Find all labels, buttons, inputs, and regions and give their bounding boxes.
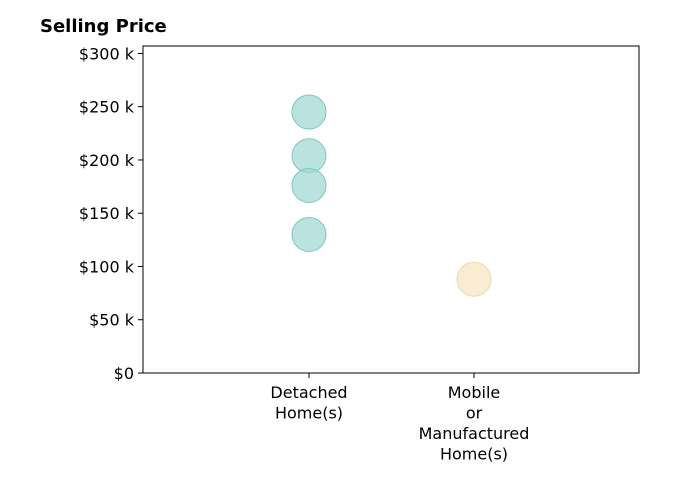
- data-point: [291, 94, 327, 130]
- x-tick-label-line: Manufactured: [419, 424, 530, 443]
- data-point: [456, 261, 492, 297]
- x-tick-label-line: or: [466, 404, 483, 423]
- data-point: [291, 168, 327, 204]
- y-tick-label: $0: [114, 364, 134, 383]
- data-point: [291, 217, 327, 253]
- data-point: [291, 138, 327, 174]
- chart-title: Selling Price: [40, 16, 167, 37]
- chart-marks: [291, 94, 492, 297]
- y-tick-label: $100 k: [79, 257, 135, 276]
- plot-area-frame: [142, 45, 640, 374]
- x-tick-label-line: Home(s): [275, 404, 343, 423]
- x-tick-label-line: Detached: [270, 383, 347, 402]
- y-tick-label: $250 k: [79, 98, 135, 117]
- x-tick-label: Detached Home(s): [270, 383, 347, 423]
- x-tick-label-line: Mobile: [448, 383, 500, 402]
- y-tick-label: $50 k: [89, 311, 135, 330]
- x-tick-label: Mobile or Manufactured Home(s): [419, 383, 530, 464]
- chart-axes: $0 $50 k $100 k $150 k $200 k $250 k $300 k Det…: [79, 44, 529, 463]
- x-tick-label-line: Home(s): [440, 445, 508, 464]
- y-tick-label: $200 k: [79, 151, 135, 170]
- y-tick-label: $300 k: [79, 44, 135, 63]
- y-tick-label: $150 k: [79, 204, 135, 223]
